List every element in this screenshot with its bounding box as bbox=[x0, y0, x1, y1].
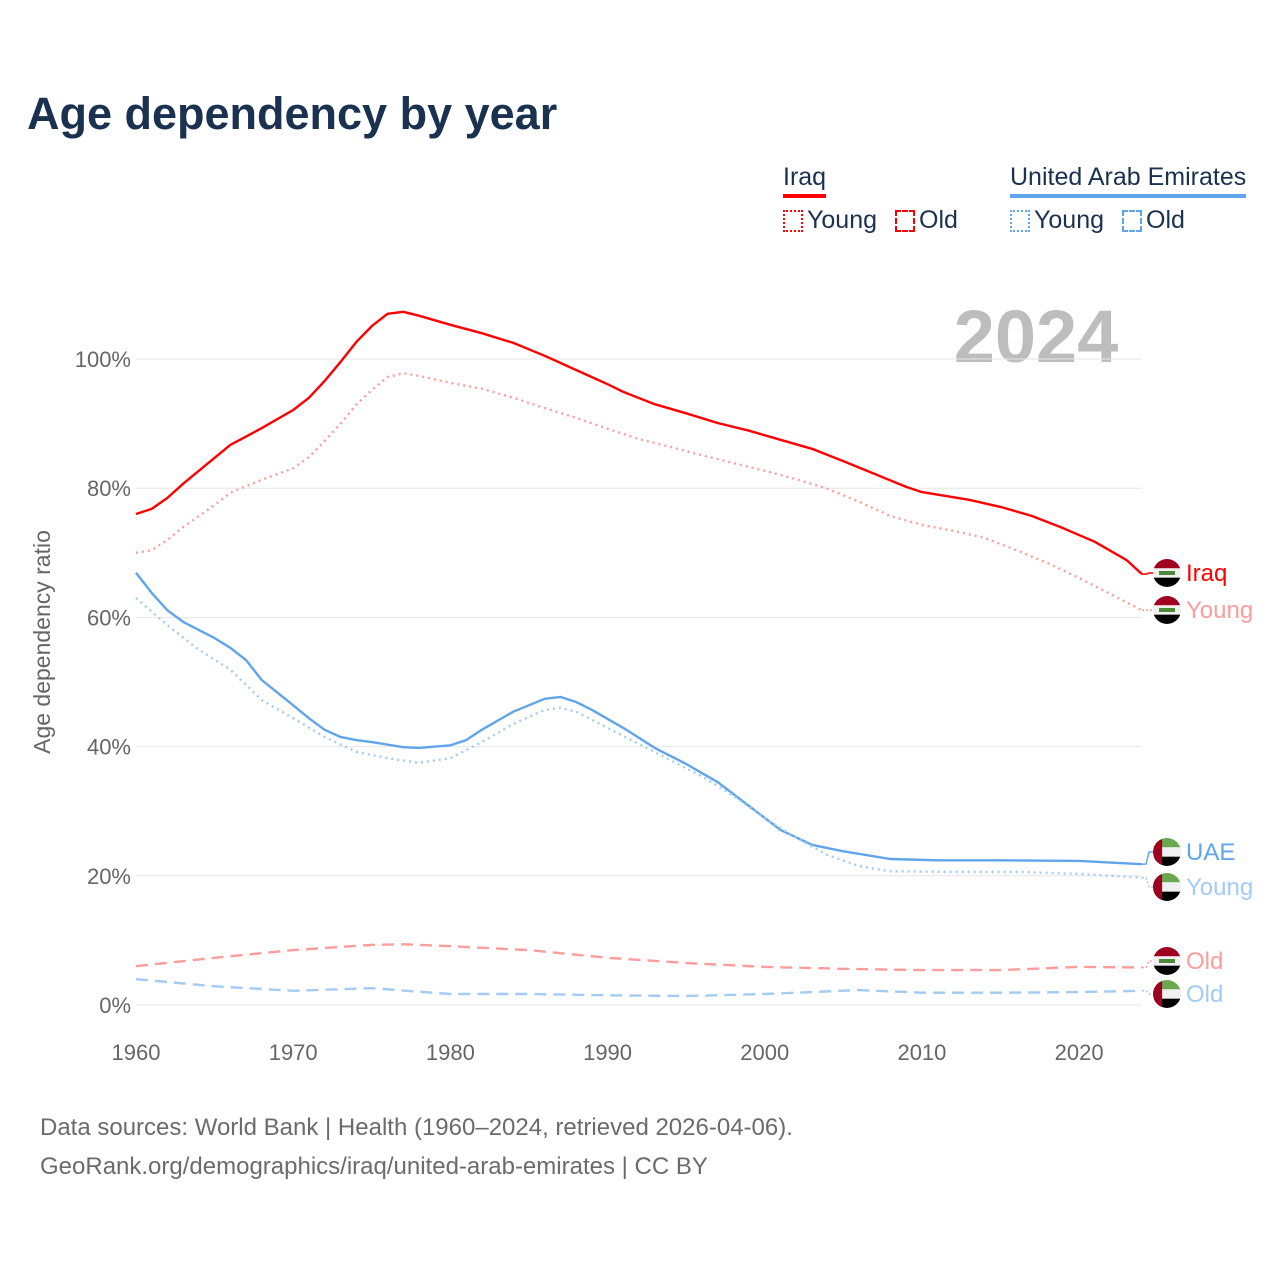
uae-flag-icon bbox=[1153, 980, 1181, 1008]
label-connector bbox=[1142, 990, 1156, 995]
end-label: Young bbox=[1186, 874, 1253, 901]
end-label: Old bbox=[1186, 948, 1223, 975]
x-tick-label: 1960 bbox=[112, 1040, 161, 1065]
flag-stripe bbox=[1153, 947, 1181, 957]
year-watermark: 2024 bbox=[954, 295, 1119, 378]
flag-stripe bbox=[1153, 965, 1181, 975]
y-tick-label: 20% bbox=[87, 864, 131, 889]
legend-uae[interactable]: United Arab Emirates Young Old bbox=[1010, 163, 1247, 235]
y-tick-label: 80% bbox=[87, 476, 131, 501]
y-tick-label: 60% bbox=[87, 605, 131, 630]
x-tick-label: 1990 bbox=[583, 1040, 632, 1065]
y-tick-label: 100% bbox=[75, 347, 131, 372]
flag-emblem bbox=[1159, 959, 1175, 963]
legend-label: Young bbox=[1034, 206, 1104, 234]
y-axis-label: Age dependency ratio bbox=[29, 530, 55, 754]
flag-stripe bbox=[1153, 980, 1181, 990]
iraq-flag-icon bbox=[1153, 596, 1181, 624]
x-tick-label: 1970 bbox=[269, 1040, 318, 1065]
end-label: UAE bbox=[1186, 839, 1235, 866]
end-label: Young bbox=[1186, 597, 1253, 624]
flag-stripe bbox=[1153, 577, 1181, 587]
legend-iraq-title[interactable]: Iraq bbox=[783, 163, 827, 198]
footer: Data sources: World Bank | Health (1960–… bbox=[40, 1108, 793, 1186]
flag-stripe bbox=[1153, 596, 1181, 606]
flag-stripe bbox=[1153, 838, 1163, 866]
label-connector bbox=[1142, 572, 1156, 575]
dotted-swatch-icon bbox=[783, 209, 803, 232]
x-tick-label: 2020 bbox=[1055, 1040, 1104, 1065]
flag-stripe bbox=[1153, 614, 1181, 624]
series-line-uae-old bbox=[135, 978, 1143, 998]
flag-stripe bbox=[1153, 873, 1181, 883]
legend-uae-old[interactable]: Old bbox=[1122, 206, 1185, 235]
flag-emblem bbox=[1159, 608, 1175, 612]
legend-label: Old bbox=[919, 206, 958, 234]
series-line-iraq bbox=[135, 310, 1143, 575]
y-tick-label: 0% bbox=[99, 993, 131, 1018]
label-connector bbox=[1142, 876, 1156, 888]
flag-stripe bbox=[1153, 559, 1181, 569]
flag-stripe bbox=[1153, 882, 1181, 892]
uae-flag-icon bbox=[1153, 838, 1181, 866]
footer-link[interactable]: GeoRank.org/demographics/iraq/united-ara… bbox=[40, 1153, 708, 1180]
flag-stripe bbox=[1153, 989, 1181, 999]
legend-iraq-old[interactable]: Old bbox=[895, 206, 958, 235]
x-tick-label: 2010 bbox=[897, 1040, 946, 1065]
uae-flag-icon bbox=[1153, 873, 1181, 901]
flag-stripe bbox=[1153, 980, 1163, 1008]
end-label: Old bbox=[1186, 981, 1223, 1008]
flag-stripe bbox=[1153, 838, 1181, 848]
flag-stripe bbox=[1153, 891, 1181, 901]
x-tick-label: 2000 bbox=[740, 1040, 789, 1065]
x-tick-label: 1980 bbox=[426, 1040, 475, 1065]
flag-stripe bbox=[1153, 998, 1181, 1008]
dashed-swatch-icon bbox=[1122, 209, 1142, 232]
flag-stripe bbox=[1153, 847, 1181, 857]
iraq-flag-icon bbox=[1153, 947, 1181, 975]
flag-stripe bbox=[1153, 856, 1181, 866]
iraq-flag-icon bbox=[1153, 559, 1181, 587]
legend-iraq[interactable]: Iraq Young Old bbox=[783, 163, 958, 235]
label-connector bbox=[1142, 851, 1156, 865]
series-line-uae-young bbox=[135, 597, 1143, 879]
legend-label: Old bbox=[1146, 206, 1185, 234]
flag-emblem bbox=[1159, 571, 1175, 575]
end-label: Iraq bbox=[1186, 560, 1227, 587]
chart-title: Age dependency by year bbox=[27, 88, 558, 139]
series-line-iraq-young bbox=[135, 372, 1143, 612]
legend-uae-title[interactable]: United Arab Emirates bbox=[1010, 163, 1247, 198]
flag-stripe bbox=[1153, 873, 1163, 901]
legend-uae-young[interactable]: Young bbox=[1010, 206, 1104, 235]
dashed-swatch-icon bbox=[895, 209, 915, 232]
y-tick-label: 40% bbox=[87, 735, 131, 760]
series-line-iraq-old bbox=[135, 943, 1143, 972]
label-connector bbox=[1142, 960, 1156, 969]
dotted-swatch-icon bbox=[1010, 209, 1030, 232]
footer-sources: Data sources: World Bank | Health (1960–… bbox=[40, 1114, 793, 1141]
legend-iraq-young[interactable]: Young bbox=[783, 206, 877, 235]
legend-label: Young bbox=[807, 206, 877, 234]
series-line-uae bbox=[135, 572, 1143, 866]
